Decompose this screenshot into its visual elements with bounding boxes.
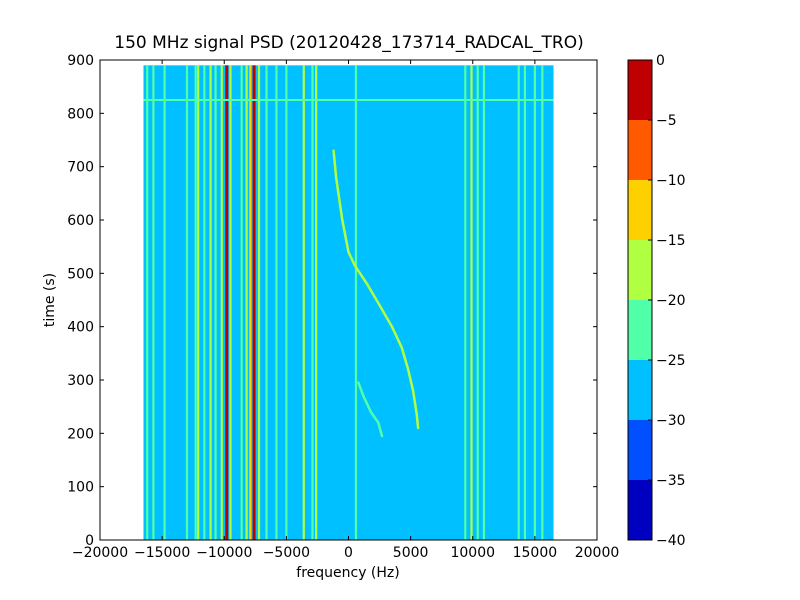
y-tick-label: 300 bbox=[67, 373, 94, 389]
x-tick-label: 0 bbox=[344, 545, 353, 561]
spectral-line bbox=[517, 65, 520, 540]
spectral-line bbox=[523, 65, 527, 540]
y-axis-label: time (s) bbox=[42, 273, 58, 327]
heatmap-area bbox=[143, 65, 554, 540]
colorbar-segment bbox=[628, 300, 652, 360]
x-tick-label: −10000 bbox=[196, 545, 252, 561]
spectral-line bbox=[482, 65, 486, 540]
spectral-line bbox=[275, 65, 278, 540]
x-tick-label: −15000 bbox=[134, 545, 190, 561]
spectral-line bbox=[220, 65, 223, 540]
colorbar-tick-label: −25 bbox=[656, 353, 686, 369]
colorbar-tick-label: −5 bbox=[656, 113, 677, 129]
spectral-line bbox=[354, 65, 358, 540]
spectral-line bbox=[470, 65, 473, 540]
y-tick-label: 700 bbox=[67, 160, 94, 176]
spectral-line bbox=[185, 65, 189, 540]
x-axis: −20000 −15000 −10000 −5000 0 5000 10000 15000 20… bbox=[72, 60, 619, 561]
spectral-line bbox=[229, 65, 232, 540]
spectral-line bbox=[311, 65, 314, 540]
x-tick-label: 10000 bbox=[450, 545, 495, 561]
y-tick-label: 800 bbox=[67, 106, 94, 122]
spectral-line bbox=[146, 65, 149, 540]
y-tick-label: 100 bbox=[67, 480, 94, 496]
colorbar-tick-label: −10 bbox=[656, 173, 686, 189]
spectral-line bbox=[249, 65, 252, 540]
spectral-line bbox=[225, 65, 229, 540]
x-tick-label: 5000 bbox=[393, 545, 429, 561]
y-tick-label: 400 bbox=[67, 320, 94, 336]
colorbar-tick-label: −30 bbox=[656, 413, 686, 429]
x-axis-label: frequency (Hz) bbox=[296, 565, 399, 581]
y-tick-label: 0 bbox=[85, 533, 94, 549]
spectral-line bbox=[245, 65, 248, 540]
y-tick-label: 900 bbox=[67, 53, 94, 69]
y-tick-label: 500 bbox=[67, 266, 94, 282]
x-tick-label: −20000 bbox=[72, 545, 128, 561]
colorbar-tick-label: −15 bbox=[656, 233, 686, 249]
interference-line bbox=[143, 99, 554, 101]
spectral-line bbox=[476, 65, 479, 540]
spectral-line bbox=[152, 65, 155, 540]
spectral-line bbox=[533, 65, 536, 540]
doppler-track bbox=[357, 381, 384, 438]
colorbar-segment bbox=[628, 480, 652, 540]
spectral-line bbox=[285, 65, 288, 540]
x-tick-label: 15000 bbox=[513, 545, 558, 561]
spectral-line bbox=[315, 65, 318, 540]
spectral-line bbox=[541, 65, 544, 540]
spectral-line bbox=[197, 65, 200, 540]
spectral-line bbox=[240, 65, 243, 540]
spectral-line bbox=[265, 65, 268, 540]
x-tick-label: −5000 bbox=[263, 545, 310, 561]
spectral-line bbox=[163, 65, 166, 540]
colorbar-segment bbox=[628, 420, 652, 480]
colorbar-segment bbox=[628, 180, 652, 240]
spectral-line bbox=[209, 65, 212, 540]
heatmap-background bbox=[143, 65, 554, 540]
colorbar-segment bbox=[628, 60, 652, 120]
spectral-line bbox=[194, 65, 197, 540]
colorbar: −40 −35 −30 −25 −20 −15 −10 −5 0 bbox=[627, 53, 686, 549]
y-tick-label: 200 bbox=[67, 426, 94, 442]
colorbar-tick-label: −40 bbox=[656, 533, 686, 549]
colorbar-segment bbox=[628, 240, 652, 300]
spectral-line bbox=[203, 65, 206, 540]
colorbar-tick-label: 0 bbox=[656, 53, 665, 69]
colorbar-segment bbox=[628, 360, 652, 420]
colorbar-segment bbox=[628, 120, 652, 180]
colorbar-tick-label: −35 bbox=[656, 473, 686, 489]
y-axis: 0 100 200 300 400 500 600 700 800 900 bbox=[67, 53, 597, 549]
chart-title: 150 MHz signal PSD (20120428_173714_RADC… bbox=[114, 33, 583, 53]
doppler-track bbox=[332, 149, 420, 430]
x-tick-label: 20000 bbox=[575, 545, 620, 561]
y-tick-label: 600 bbox=[67, 213, 94, 229]
spectral-line bbox=[252, 65, 256, 540]
spectral-line bbox=[464, 65, 467, 540]
spectral-line bbox=[302, 65, 305, 540]
colorbar-tick-label: −20 bbox=[656, 293, 686, 309]
spectral-line bbox=[214, 65, 217, 540]
spectral-line bbox=[257, 65, 261, 540]
